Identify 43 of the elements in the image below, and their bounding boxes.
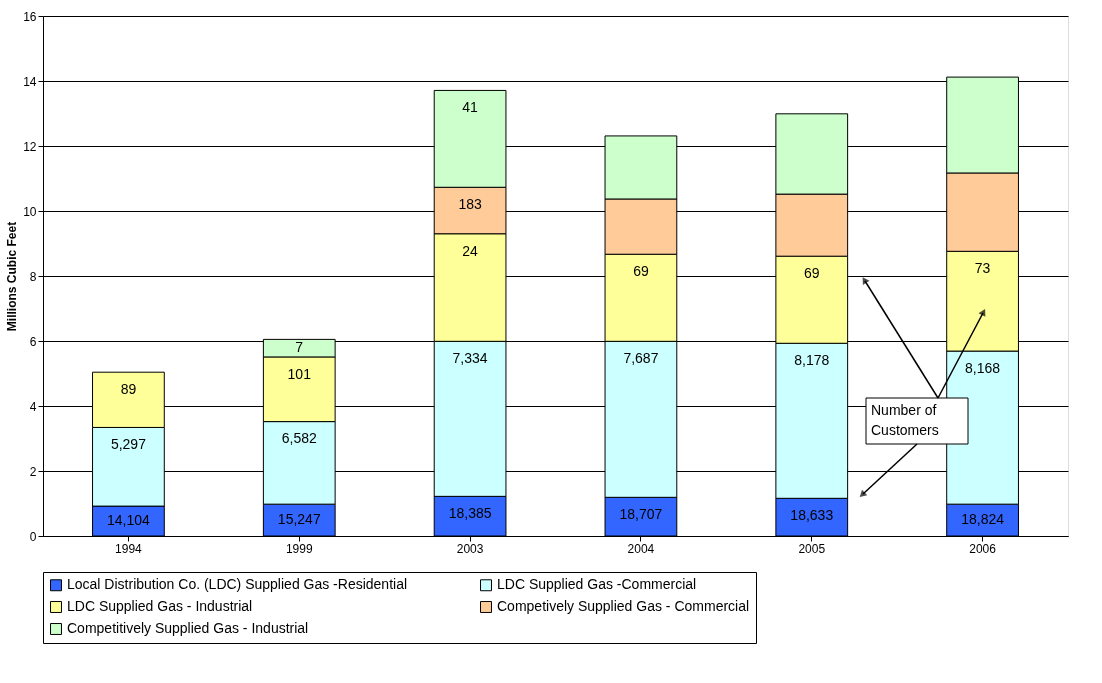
annotation: 69	[803, 265, 820, 282]
x-tick-label: 2004	[627, 541, 655, 556]
annotation: 89	[120, 381, 137, 398]
annotation: 18,707	[619, 506, 663, 523]
legend-label: LDC Supplied Gas -Commercial	[497, 576, 697, 593]
y-tick-label: 16	[23, 9, 37, 24]
annotation: 183	[458, 196, 482, 213]
y-tick-label: 10	[23, 204, 37, 219]
annotation: 6,582	[281, 430, 317, 447]
y-tick-label: 6	[29, 334, 37, 349]
x-tick-label: 1999	[285, 541, 313, 556]
annotation: 41	[462, 99, 479, 116]
annotation: 15,247	[277, 511, 321, 528]
annotation: 24	[462, 242, 479, 259]
annotation: 101	[287, 365, 312, 382]
annotation: 8,178	[794, 352, 830, 369]
y-tick-label: 14	[23, 74, 37, 89]
x-tick-label: 2005	[798, 541, 826, 556]
annotation: 5,297	[110, 436, 147, 453]
annotation: 7,334	[452, 350, 488, 367]
y-tick-label: 4	[29, 399, 37, 414]
legend-label: LDC Supplied Gas - Industrial	[67, 598, 253, 614]
y-tick-label: 12	[23, 139, 37, 154]
y-tick-label: 2	[29, 464, 37, 479]
annotation: 18,633	[790, 507, 834, 524]
legend-label: Local Distribution Co. (LDC) Supplied Gas -Residential	[67, 576, 408, 593]
x-tick-label: 2003	[456, 541, 484, 556]
x-tick-label: 2006	[969, 541, 997, 556]
annotation: 18,824	[961, 511, 1005, 528]
y-tick-label: 8	[29, 269, 37, 284]
annotation: 69	[633, 263, 649, 280]
y-tick-label: 0	[29, 529, 37, 544]
annotation: Number of Customers	[871, 402, 939, 438]
annotation: 18,385	[448, 505, 492, 522]
legend-label: Competively Supplied Gas - Commercial	[497, 598, 750, 614]
annotation: 14,104	[107, 512, 151, 529]
annotation: 8,168	[965, 359, 1001, 376]
annotation: 7	[295, 339, 304, 356]
x-tick-label: 1994	[115, 541, 143, 556]
annotation: 73	[974, 260, 991, 277]
legend-label: Competitively Supplied Gas - Industrial	[67, 620, 309, 636]
y-axis-title: Millions Cubic Feet	[5, 221, 20, 332]
annotation: 7,687	[623, 350, 659, 367]
